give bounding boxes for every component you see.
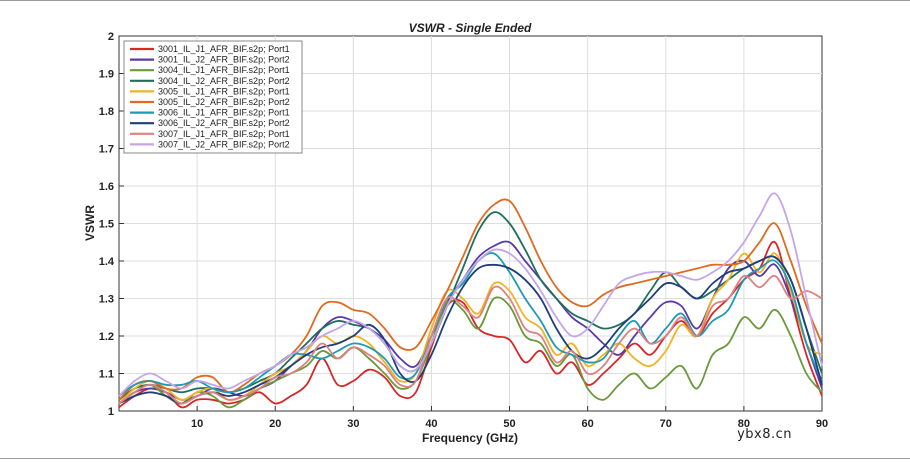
- series-line-8: [118, 255, 823, 405]
- legend-entry: 3004_IL_J1_AFR_BIF.s2p; Port1: [158, 65, 290, 75]
- y-tick-label: 1.1: [99, 369, 114, 381]
- x-tick-label: 40: [425, 418, 437, 430]
- legend-entry: 3004_IL_J2_AFR_BIF.s2p; Port2: [158, 76, 290, 86]
- legend: 3001_IL_J1_AFR_BIF.s2p; Port13001_IL_J2_…: [123, 40, 303, 154]
- y-tick-label: 1.2: [99, 331, 114, 343]
- y-tick-label: 1.9: [99, 69, 114, 81]
- chart-title: VSWR - Single Ended: [409, 21, 532, 35]
- series-line-9: [118, 275, 823, 405]
- y-tick-label: 1.7: [99, 144, 114, 156]
- legend-entry: 3007_IL_J2_AFR_BIF.s2p; Port2: [158, 139, 290, 149]
- y-tick-label: 1.8: [99, 106, 114, 118]
- legend-entry: 3001_IL_J2_AFR_BIF.s2p; Port2: [158, 55, 290, 65]
- y-tick-label: 1: [108, 406, 114, 418]
- x-tick-label: 30: [347, 418, 359, 430]
- x-tick-label: 20: [269, 418, 281, 430]
- legend-entry: 3007_IL_J1_AFR_BIF.s2p; Port1: [158, 129, 290, 139]
- x-tick-label: 90: [816, 418, 828, 430]
- y-tick-label: 1.4: [99, 256, 115, 268]
- legend-entry: 3005_IL_J2_AFR_BIF.s2p; Port2: [158, 97, 290, 107]
- y-tick-label: 1.6: [99, 181, 114, 193]
- y-tick-label: 2: [108, 31, 114, 43]
- x-tick-label: 60: [582, 418, 594, 430]
- watermark-text: ybx8.cn: [737, 427, 792, 442]
- y-tick-label: 1.3: [99, 294, 114, 306]
- series-line-6: [118, 198, 823, 401]
- legend-entry: 3006_IL_J2_AFR_BIF.s2p; Port2: [158, 118, 290, 128]
- legend-entry: 3005_IL_J1_AFR_BIF.s2p; Port1: [158, 86, 290, 96]
- series-lines: [118, 192, 823, 409]
- y-axis-label: VSWR: [83, 205, 97, 241]
- axis-ticks: 10 20 30 40 50 60 70 80 90 1 1.1 1.2 1.3 1.4 1.5 1.6 1.7…: [99, 31, 828, 430]
- legend-entry: 3006_IL_J1_AFR_BIF.s2p; Port1: [158, 108, 290, 118]
- series-line-7: [118, 252, 823, 397]
- x-axis-label: Frequency (GHz): [422, 431, 518, 445]
- top-frame-line: [0, 0, 910, 1]
- y-tick-label: 1.5: [99, 219, 114, 231]
- x-tick-label: 70: [660, 418, 672, 430]
- series-line-10: [118, 192, 823, 397]
- x-tick-label: 80: [738, 418, 750, 430]
- bottom-frame-line: [0, 458, 910, 459]
- x-tick-label: 10: [191, 418, 203, 430]
- series-line-3: [118, 296, 823, 409]
- x-tick-label: 50: [503, 418, 515, 430]
- legend-entry: 3001_IL_J1_AFR_BIF.s2p; Port1: [158, 44, 290, 54]
